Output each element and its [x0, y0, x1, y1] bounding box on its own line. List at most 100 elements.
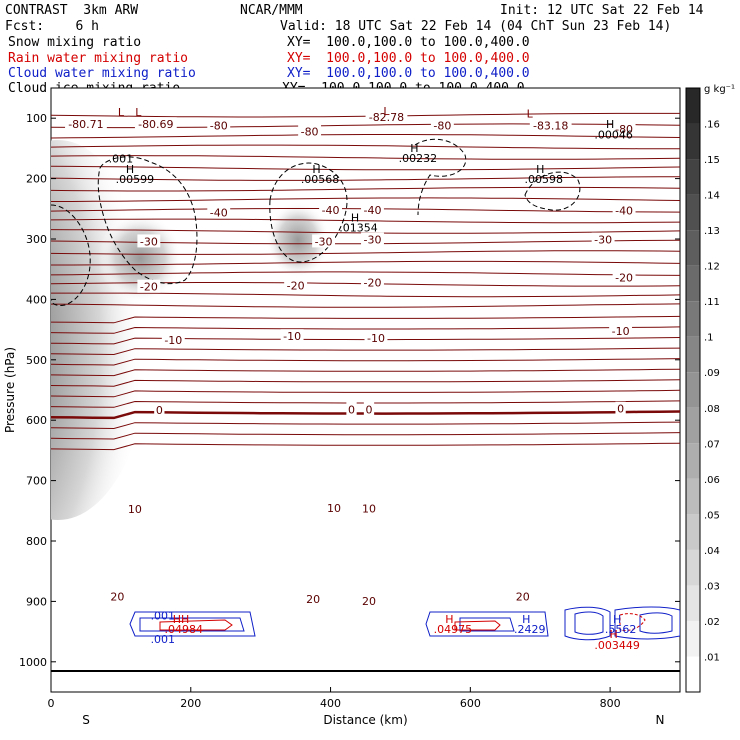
extremum-marker: HH [173, 613, 190, 626]
colorbar-segment [686, 230, 700, 266]
model-title: CONTRAST 3km ARW [5, 3, 139, 18]
isotherm-label-bg [154, 402, 165, 416]
isotherm-line [51, 315, 680, 324]
colorbar-label: .06 [704, 475, 720, 486]
cloud-ice-contour [97, 156, 198, 285]
isotherm-label-bg [612, 122, 636, 136]
isotherm-label-bg [161, 332, 185, 346]
extremum-value: .00232 [399, 152, 438, 165]
extremum-marker: H [522, 613, 530, 626]
extremum-marker: H [609, 628, 617, 641]
isotherm-line [51, 442, 680, 451]
extremum-value: .001 [151, 633, 176, 646]
extremum-marker: L [118, 106, 125, 119]
isotherm-label: 20 [306, 593, 320, 606]
colorbar-segment [686, 123, 700, 160]
snow-mass-center [266, 202, 330, 278]
cloud-ice-contour [51, 204, 91, 306]
isotherm-line [51, 186, 680, 192]
isotherm-label: 20 [362, 595, 376, 608]
isotherm-label: 0 [156, 404, 163, 417]
extremum-value: .00568 [301, 173, 340, 186]
isotherm-line [51, 389, 680, 398]
isotherm-label-bg [612, 270, 636, 284]
extremum-marker: H [312, 163, 320, 176]
isotherm-label: -20 [287, 280, 305, 293]
isotherm-line [51, 144, 680, 150]
rain-water-contour [454, 620, 501, 631]
cloud-water-contour [639, 612, 673, 634]
isotherm-label: -80 [301, 125, 319, 138]
field-label-snow: Snow mixing ratio [8, 35, 142, 50]
isotherm-label: -30 [315, 235, 333, 248]
snow-mass-mid [98, 213, 182, 303]
colorbar-segment [686, 336, 700, 373]
isotherm-line [51, 165, 680, 171]
isotherm-label-bg [364, 331, 388, 345]
colorbar-segment [686, 443, 700, 479]
isotherm-label: -40 [210, 206, 228, 219]
colorbar-segment [686, 585, 700, 621]
isotherm-label: 10 [327, 502, 341, 515]
field-label-rain: Rain water mixing ratio [8, 51, 189, 66]
isotherm-label-bg [365, 109, 408, 123]
colorbar-label: .09 [704, 368, 720, 379]
isotherm-label-bg [361, 203, 384, 217]
forecast-hour: Fcst: 6 h [5, 19, 99, 34]
contour-labels: -80.71 -80.69 -80 -80 -82.78 -80 -83.18 -80 -40 -… [65, 105, 640, 652]
colorbar-segment [686, 514, 700, 550]
colorbar-label: .16 [704, 120, 720, 131]
isotherm-label-bg [360, 501, 378, 515]
isotherm-label: -30 [594, 234, 612, 247]
y-tick-label: 300 [26, 233, 47, 246]
isotherm-label: -40 [364, 204, 382, 217]
cloud-water-contour [129, 611, 256, 637]
cloud-water-contour [614, 606, 680, 640]
y-tick-label: 200 [26, 173, 47, 186]
colorbar-segment [686, 372, 700, 408]
y-tick-label: 900 [26, 595, 47, 608]
isotherm-line [51, 432, 680, 440]
isotherm-line [51, 197, 680, 202]
isotherm-label-bg [280, 329, 304, 343]
extremum-value: .00599 [116, 173, 155, 186]
isotherm-line [51, 292, 680, 298]
isotherm-line [51, 326, 680, 334]
isotherm-label-bg [137, 234, 161, 248]
colorbar-segment [686, 159, 700, 195]
isotherm-label-bg [319, 203, 343, 217]
x-axis-title: Distance (km) [323, 713, 407, 727]
isotherm-label-bg [65, 117, 107, 131]
isotherm-label-bg [312, 234, 336, 248]
isotherm-label-bg [134, 117, 177, 131]
isotherm-label-bg [430, 118, 454, 132]
isotherm-label-bg [361, 232, 384, 246]
isotherm-label: -80.69 [138, 118, 173, 131]
isotherm-label: -20 [364, 276, 382, 289]
extremum-marker: H [445, 613, 453, 626]
cloud-water-contour [139, 617, 245, 632]
isotherm-label: 0 [348, 403, 355, 416]
extremum-value: .001 [109, 153, 134, 166]
isotherm-label: -82.78 [369, 111, 404, 124]
colorbar-label: .15 [704, 155, 720, 166]
extremum-marker: L [135, 106, 142, 119]
isotherm-label-bg [126, 501, 144, 515]
isotherm-line [51, 155, 680, 160]
colorbar-segment [686, 194, 700, 231]
isotherm-label: -10 [612, 325, 630, 338]
isotherm-line [51, 358, 680, 366]
isotherm-line [51, 379, 680, 387]
colorbar-label: .02 [704, 617, 720, 628]
colorbar-segment [686, 265, 700, 302]
isotherm-label: 10 [362, 502, 376, 515]
isotherm-label: -80 [210, 119, 228, 132]
plot-area: -80.71 -80.69 -80 -80 -82.78 -80 -83.18 -80 -40 -… [50, 87, 681, 693]
colorbar-label: .12 [704, 262, 720, 273]
isotherm-label: 20 [110, 591, 124, 604]
center-label: NCAR/MMM [240, 3, 303, 18]
isotherm-label-bg [529, 118, 572, 132]
colorbar-segment [686, 407, 700, 444]
isotherm-label: -30 [140, 235, 158, 248]
